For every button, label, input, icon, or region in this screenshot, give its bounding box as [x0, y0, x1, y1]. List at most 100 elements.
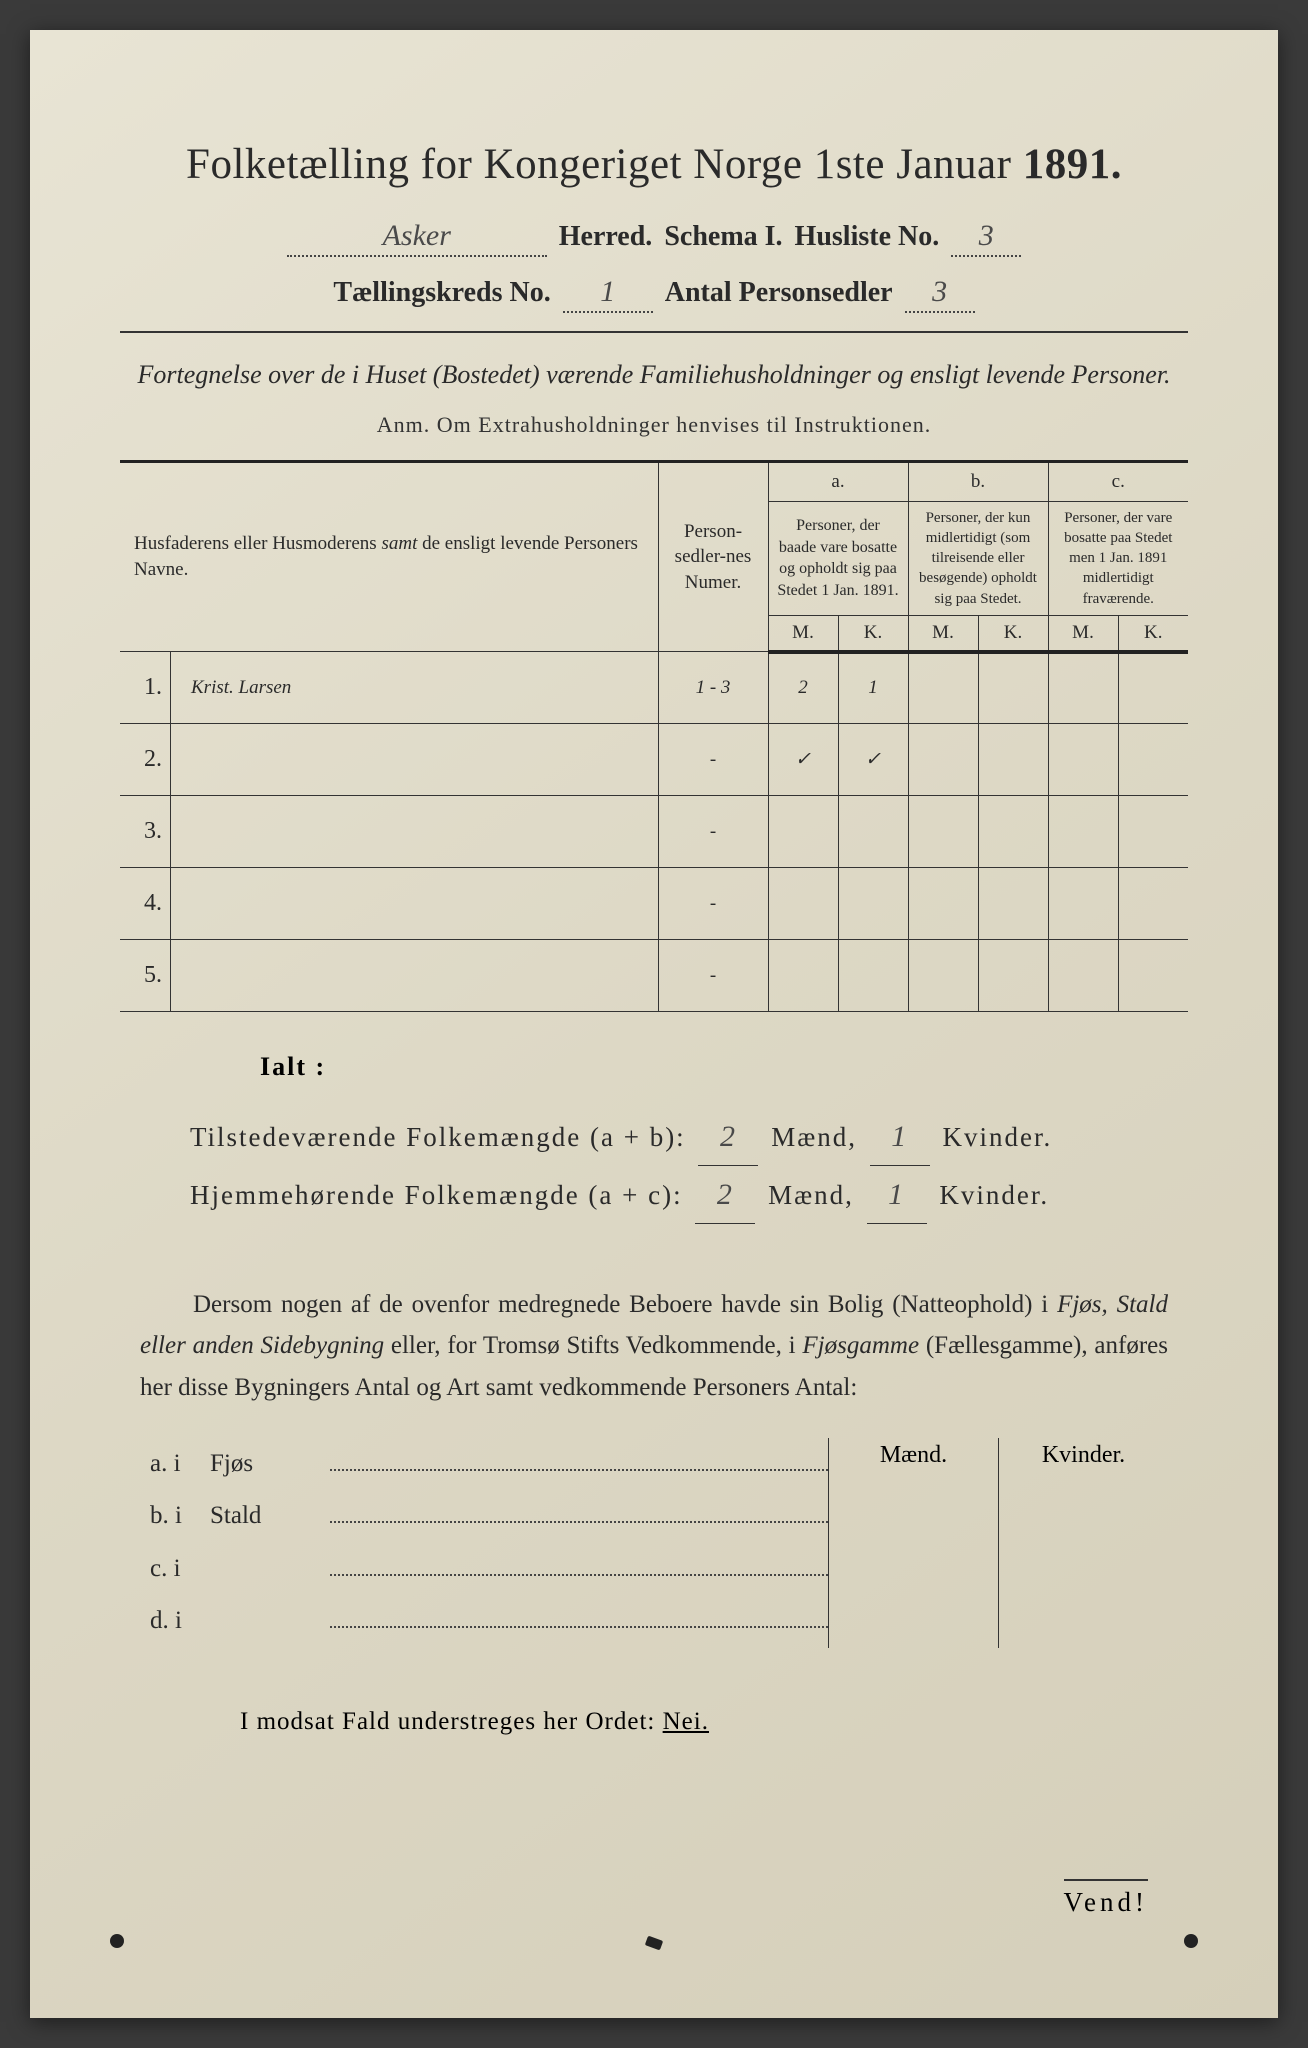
row-ck [1118, 724, 1188, 796]
kreds-no: 1 [563, 275, 653, 313]
kreds-label: Tællingskreds No. [333, 277, 550, 309]
row-pnum: - [658, 796, 768, 868]
nei-word: Nei. [663, 1708, 709, 1735]
sidebyg-cols: Mænd. Kvinder. [828, 1438, 1168, 1648]
sidebyg-a: c. i [140, 1543, 210, 1596]
col-c-k: K. [1118, 615, 1188, 651]
husliste-label: Husliste No. [795, 221, 940, 253]
row-bk [978, 796, 1048, 868]
row-name [171, 724, 659, 796]
col-c-top: c. [1048, 462, 1188, 502]
row-ak [838, 868, 908, 940]
col-b-top: b. [908, 462, 1048, 502]
tot1-label: Tilstedeværende Folkemængde (a + b): [190, 1122, 686, 1152]
row-name [171, 868, 659, 940]
sidebyg-a: b. i [140, 1490, 210, 1543]
row-am [768, 868, 838, 940]
sidebyg-a: a. i [140, 1438, 210, 1491]
col-b-m: M. [908, 615, 978, 651]
row-pnum: - [658, 940, 768, 1012]
totals-line-2: Hjemmehørende Folkemængde (a + c): 2 Mæn… [190, 1166, 1188, 1224]
row-name [171, 940, 659, 1012]
col-c-header: Personer, der vare bosatte paa Stedet me… [1048, 501, 1188, 615]
table-row: 4. - [120, 868, 1188, 940]
row-name: Krist. Larsen [171, 652, 659, 724]
tot2-k: 1 [867, 1166, 927, 1224]
col-b-k: K. [978, 615, 1048, 651]
sidebyg-a: d. i [140, 1595, 210, 1648]
col-a-k: K. [838, 615, 908, 651]
row-ak [838, 940, 908, 1012]
sidebyg-list: a. i Fjøs b. i Stald c. i d. i [140, 1438, 828, 1648]
row-cm [1048, 940, 1118, 1012]
herred-value: Asker [287, 219, 547, 257]
dots [330, 1603, 828, 1628]
sidebyg-row: c. i [140, 1543, 828, 1596]
row-bm [908, 940, 978, 1012]
row-pnum: - [658, 868, 768, 940]
row-ak: ✓ [838, 724, 908, 796]
tot-maend: Mænd, [768, 1180, 854, 1210]
tot-kvinder: Kvinder. [939, 1180, 1049, 1210]
table-row: 1. Krist. Larsen 1 - 3 2 1 [120, 652, 1188, 724]
pin-icon [1184, 1934, 1198, 1948]
table-row: 5. - [120, 940, 1188, 1012]
husliste-no: 3 [951, 219, 1021, 257]
row-ak [838, 796, 908, 868]
row-cm [1048, 796, 1118, 868]
row-am [768, 796, 838, 868]
sidebyg-para: Dersom nogen af de ovenfor medregnede Be… [140, 1284, 1168, 1408]
totals-block: Tilstedeværende Folkemængde (a + b): 2 M… [190, 1108, 1188, 1224]
sidebyg-b: Stald [210, 1490, 330, 1543]
anm-note: Anm. Om Extrahusholdninger henvises til … [120, 412, 1188, 438]
tot1-k: 1 [870, 1108, 930, 1166]
row-num: 5. [120, 940, 171, 1012]
sidebyg-b: Fjøs [210, 1438, 330, 1491]
tot1-m: 2 [698, 1108, 758, 1166]
schema-label: Schema I. [664, 221, 782, 253]
row-bk [978, 724, 1048, 796]
nei-pre: I modsat Fald understreges her Ordet: [240, 1708, 663, 1735]
col-num-header: Person-sedler-nes Numer. [658, 462, 768, 652]
table-row: 3. - [120, 796, 1188, 868]
col-a-m: M. [768, 615, 838, 651]
row-name [171, 796, 659, 868]
row-ck [1118, 940, 1188, 1012]
col-c-m: M. [1048, 615, 1118, 651]
col-b-header: Personer, der kun midlertidigt (som tilr… [908, 501, 1048, 615]
ialt-label: Ialt : [260, 1052, 1188, 1082]
pin-icon [110, 1934, 124, 1948]
row-num: 2. [120, 724, 171, 796]
row-am: ✓ [768, 724, 838, 796]
antal-no: 3 [905, 275, 975, 313]
dots [330, 1446, 828, 1471]
row-am: 2 [768, 652, 838, 724]
sidebyg-section: a. i Fjøs b. i Stald c. i d. i Mænd. [140, 1438, 1168, 1648]
household-table: Husfaderens eller Husmoderens samt de en… [120, 460, 1188, 1012]
row-cm [1048, 652, 1118, 724]
row-bk [978, 940, 1048, 1012]
row-ak: 1 [838, 652, 908, 724]
sidebyg-row: d. i [140, 1595, 828, 1648]
row-ck [1118, 868, 1188, 940]
header-line-2: Tællingskreds No. 1 Antal Personsedler 3 [120, 275, 1188, 313]
page-title: Folketælling for Kongeriget Norge 1ste J… [120, 140, 1188, 189]
census-form-page: Folketælling for Kongeriget Norge 1ste J… [30, 30, 1278, 2018]
sidebyg-maend: Mænd. [829, 1438, 998, 1648]
sidebyg-row: b. i Stald [140, 1490, 828, 1543]
title-year: 1891. [1023, 141, 1122, 188]
divider [120, 331, 1188, 333]
dots [330, 1551, 828, 1576]
antal-label: Antal Personsedler [665, 277, 893, 309]
totals-line-1: Tilstedeværende Folkemængde (a + b): 2 M… [190, 1108, 1188, 1166]
row-ck [1118, 796, 1188, 868]
title-text: Folketælling for Kongeriget Norge 1ste J… [186, 141, 1023, 188]
row-pnum: - [658, 724, 768, 796]
tot2-m: 2 [695, 1166, 755, 1224]
vend-label: Vend! [1064, 1879, 1148, 1918]
table-row: 2. - ✓ ✓ [120, 724, 1188, 796]
col-names-header: Husfaderens eller Husmoderens samt de en… [120, 462, 658, 652]
header-line-1: Asker Herred. Schema I. Husliste No. 3 [120, 219, 1188, 257]
col-a-header: Personer, der baade vare bosatte og opho… [768, 501, 908, 615]
row-bk [978, 868, 1048, 940]
